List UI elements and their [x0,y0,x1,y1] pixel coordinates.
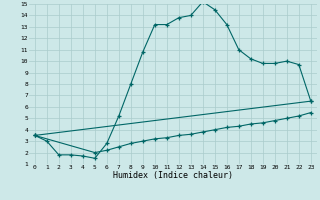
X-axis label: Humidex (Indice chaleur): Humidex (Indice chaleur) [113,171,233,180]
